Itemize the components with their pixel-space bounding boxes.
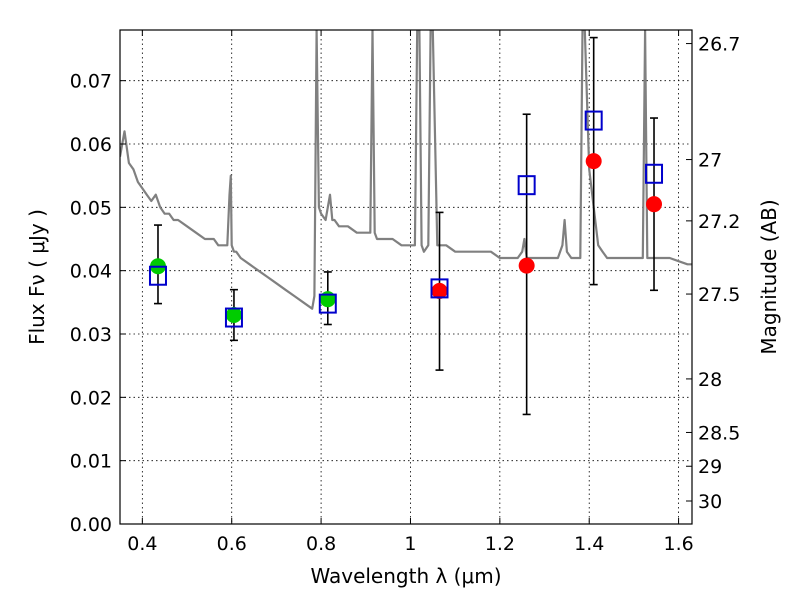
x-tick-label: 1.2 — [485, 533, 515, 555]
x-tick-label: 0.6 — [217, 533, 247, 555]
y-tick-label: 0.01 — [70, 451, 112, 473]
y2-axis-label: Magnitude (AB) — [757, 199, 781, 354]
y2-tick-label: 27.5 — [698, 284, 740, 306]
y-tick-label: 0.07 — [70, 71, 112, 93]
grid — [120, 30, 692, 524]
data-point — [431, 282, 448, 299]
data-point — [585, 153, 602, 170]
y2-tick-label: 27 — [698, 150, 722, 172]
x-tick-label: 1.4 — [574, 533, 604, 555]
y-tick-label: 0.05 — [70, 197, 112, 219]
y2-tick-label: 27.2 — [698, 211, 740, 233]
model-point — [584, 110, 603, 131]
y-tick-label: 0.03 — [70, 324, 112, 346]
data-points — [148, 36, 664, 416]
y-tick-label: 0.06 — [70, 134, 112, 156]
plot-frame — [119, 29, 693, 525]
spectrum-path — [120, 30, 692, 310]
x-axis-ticks: 0.4 0.6 0.8 1 1.2 1.4 1.6 — [127, 30, 694, 555]
x-tick-label: 1.6 — [663, 533, 693, 555]
data-point — [646, 196, 663, 213]
model-point — [645, 163, 664, 184]
model-point — [517, 175, 536, 196]
y2-tick-label: 30 — [698, 491, 722, 513]
data-point — [518, 257, 535, 274]
y-axis-label: Flux Fν ( μJy ) — [25, 209, 49, 345]
x-axis-label: Wavelength λ (μm) — [310, 564, 501, 588]
y2-tick-label: 26.7 — [698, 34, 740, 56]
y2-axis-ticks: 26.7 27 27.2 27.5 28 28.5 29 30 — [686, 34, 740, 513]
y2-tick-label: 29 — [698, 456, 722, 478]
y2-tick-label: 28 — [698, 369, 722, 391]
y-axis-ticks: 0.00 0.01 0.02 0.03 0.04 0.05 0.06 0.07 — [70, 71, 126, 536]
data-point — [225, 307, 242, 323]
y-tick-label: 0.02 — [70, 387, 112, 409]
x-tick-label: 1 — [404, 533, 416, 555]
y-tick-label: 0.04 — [70, 261, 112, 283]
x-tick-label: 0.4 — [127, 533, 157, 555]
model-point — [148, 265, 167, 286]
model-point — [224, 307, 243, 328]
y-tick-label: 0.00 — [70, 514, 112, 536]
spectrum-line — [120, 30, 692, 310]
x-tick-label: 0.8 — [306, 533, 336, 555]
model-point — [318, 293, 337, 314]
model-point — [430, 278, 449, 299]
y2-tick-label: 28.5 — [698, 422, 740, 444]
